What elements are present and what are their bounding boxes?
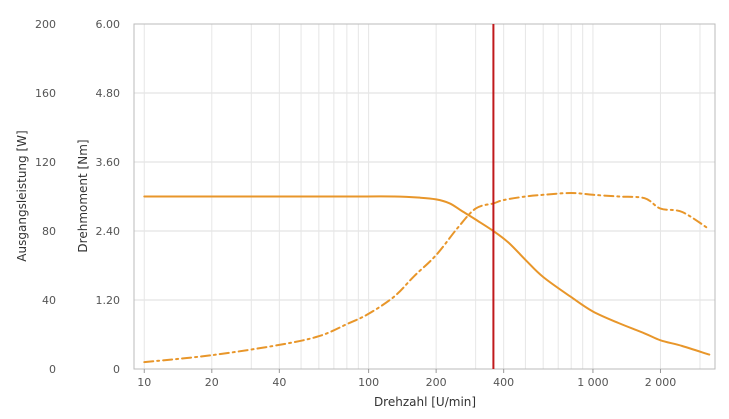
y-axis-torque-title: Drehmoment [Nm] (76, 139, 90, 252)
x-axis-title: Drehzahl [U/min] (374, 395, 476, 409)
x-tick-label: 400 (493, 376, 514, 389)
plot-frame (133, 23, 716, 370)
y-power-tick-label: 80 (42, 225, 56, 238)
y-power-tick-label: 0 (49, 363, 56, 376)
y-power-tick-label: 120 (35, 156, 56, 169)
x-tick-label: 1 000 (577, 376, 609, 389)
x-tick-label: 100 (358, 376, 379, 389)
x-axis-ticks: 10 20 40 100 200 400 1 000 2 000 (137, 369, 676, 389)
x-tick-label: 2 000 (645, 376, 677, 389)
y-power-tick-label: 200 (35, 18, 56, 31)
x-tick-label: 10 (137, 376, 151, 389)
y-axis-power-title: Ausgangsleistung [W] (15, 130, 29, 261)
y-torque-tick-label: 6.00 (96, 18, 121, 31)
y-axis-power-ticks: 0 40 80 120 160 200 (35, 18, 56, 376)
y-torque-tick-label: 3.60 (96, 156, 121, 169)
y-torque-tick-label: 2.40 (96, 225, 121, 238)
torque-series-line (143, 195, 711, 356)
x-tick-label: 200 (426, 376, 447, 389)
x-tick-label: 40 (272, 376, 286, 389)
y-torque-tick-label: 1.20 (96, 294, 121, 307)
x-tick-label: 20 (205, 376, 219, 389)
y-power-tick-label: 160 (35, 87, 56, 100)
y-torque-tick-label: 4.80 (96, 87, 121, 100)
power-series-line (143, 192, 711, 364)
series-layer (143, 192, 711, 364)
y-torque-tick-label: 0 (113, 363, 120, 376)
y-power-tick-label: 40 (42, 294, 56, 307)
y-axis-torque-ticks: 0 1.20 2.40 3.60 4.80 6.00 (96, 18, 121, 376)
